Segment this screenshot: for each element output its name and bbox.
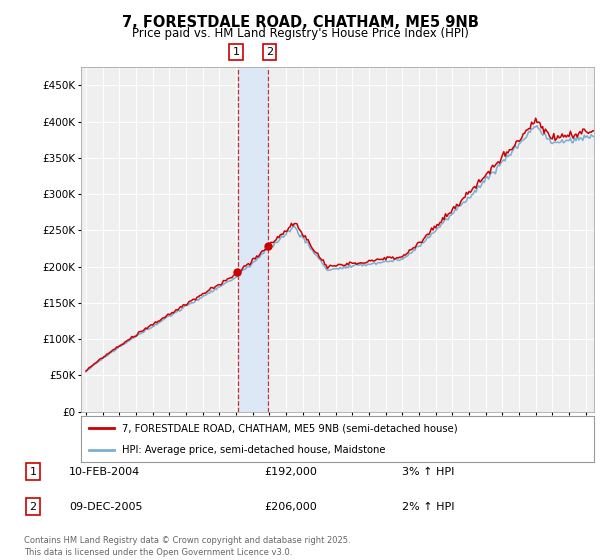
Text: 1: 1 [233, 47, 239, 57]
Bar [238, 67, 268, 412]
Text: 2: 2 [266, 47, 273, 57]
Text: 2: 2 [29, 502, 37, 512]
Text: HPI: Average price, semi-detached house, Maidstone: HPI: Average price, semi-detached house,… [122, 445, 386, 455]
Text: 10-FEB-2004: 10-FEB-2004 [69, 466, 140, 477]
Text: 3% ↑ HPI: 3% ↑ HPI [402, 466, 454, 477]
Text: 7, FORESTDALE ROAD, CHATHAM, ME5 9NB (semi-detached house): 7, FORESTDALE ROAD, CHATHAM, ME5 9NB (se… [122, 423, 458, 433]
Text: Contains HM Land Registry data © Crown copyright and database right 2025.
This d: Contains HM Land Registry data © Crown c… [24, 536, 350, 557]
Text: Price paid vs. HM Land Registry's House Price Index (HPI): Price paid vs. HM Land Registry's House … [131, 27, 469, 40]
Text: 7, FORESTDALE ROAD, CHATHAM, ME5 9NB: 7, FORESTDALE ROAD, CHATHAM, ME5 9NB [122, 15, 478, 30]
Text: 2% ↑ HPI: 2% ↑ HPI [402, 502, 455, 512]
Text: £192,000: £192,000 [264, 466, 317, 477]
Text: 09-DEC-2005: 09-DEC-2005 [69, 502, 143, 512]
Text: £206,000: £206,000 [264, 502, 317, 512]
Text: 1: 1 [29, 466, 37, 477]
